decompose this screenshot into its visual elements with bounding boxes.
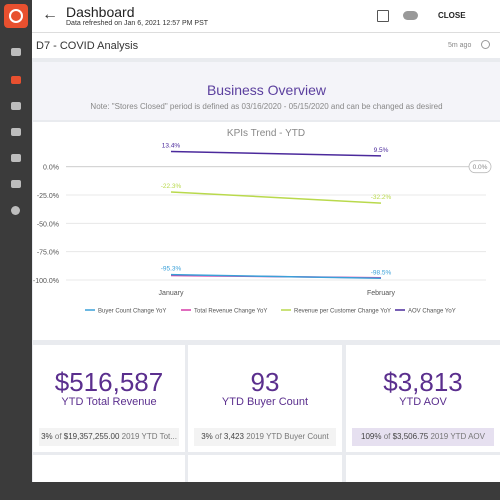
footer-amount: $19,357,255.00 xyxy=(63,432,120,441)
legend-label: Buyer Count Change YoY xyxy=(98,309,166,315)
footer-percent: 3% xyxy=(41,432,53,441)
nav-icon[interactable] xyxy=(11,102,21,110)
overview-panel: Business Overview Note: "Stores Closed" … xyxy=(33,62,500,120)
kpi-footer: 3% of 3,423 2019 YTD Buyer Count xyxy=(194,428,336,446)
chart: KPIs Trend - YTD 0.0% -25.0% -50.0% -75.0% -1… xyxy=(33,122,500,340)
x-tick-label: February xyxy=(367,290,396,297)
footer-rest: 2019 YTD AOV xyxy=(430,432,485,441)
chart-title: KPIs Trend - YTD xyxy=(227,128,305,139)
kpi-card: 93 YTD Buyer Count 3% of 3,423 2019 YTD Bu… xyxy=(188,345,342,452)
logo[interactable] xyxy=(4,4,28,28)
card-placeholder xyxy=(188,455,342,482)
page-title: D7 - COVID Analysis xyxy=(36,40,139,52)
data-label: 13.4% xyxy=(162,142,181,149)
data-label: -32.2% xyxy=(371,194,392,201)
series-line xyxy=(170,273,382,280)
kpi-label: YTD Total Revenue xyxy=(61,396,157,408)
footer-rest: 2019 YTD Buyer Count xyxy=(246,432,329,441)
kpi-footer: 109% of $3,506.75 2019 YTD AOV xyxy=(352,428,494,446)
footer-amount: 3,423 xyxy=(223,432,244,441)
y-tick-label: -75.0% xyxy=(37,250,59,257)
y-tick-label: -50.0% xyxy=(37,221,59,228)
y-tick-label: 0.0% xyxy=(43,165,59,172)
nav-icon[interactable] xyxy=(11,154,21,162)
settings-button[interactable] xyxy=(481,40,490,49)
nav-icon[interactable] xyxy=(11,76,21,84)
cloud-button[interactable] xyxy=(403,11,418,20)
data-label: 9.5% xyxy=(374,147,389,154)
y-tick-label: -100.0% xyxy=(33,278,59,285)
calendar-button[interactable] xyxy=(377,10,389,22)
kpi-label: YTD Buyer Count xyxy=(221,396,309,408)
header: ← Dashboard Data refreshed on Jan 6, 202… xyxy=(32,0,500,33)
kpi-label: YTD AOV xyxy=(399,396,447,408)
legend-label: Revenue per Customer Change YoY xyxy=(294,309,391,315)
kpi-card: $3,813 YTD AOV 109% of $3,506.75 2019 YTD … xyxy=(346,345,500,452)
nav-icon[interactable] xyxy=(11,48,21,56)
sidebar xyxy=(0,0,32,500)
header-subtitle: Data refreshed on Jan 6, 2021 12:57 PM P… xyxy=(66,20,209,27)
page-bar: D7 - COVID Analysis 5m ago xyxy=(32,33,500,58)
updated-time: 5m ago xyxy=(448,42,472,49)
kpi-card: $516,587 YTD Total Revenue 3% of $19,357,2… xyxy=(33,345,185,452)
header-title: Dashboard xyxy=(66,4,135,20)
kpi-value: $3,813 xyxy=(383,367,463,397)
x-tick-label: January xyxy=(159,290,184,297)
card-placeholder xyxy=(33,455,185,482)
nav-icon[interactable] xyxy=(11,128,21,136)
nav-icon[interactable] xyxy=(11,206,20,215)
overview-title: Business Overview xyxy=(206,82,327,98)
footer-amount: $3,506.75 xyxy=(392,432,429,441)
back-button[interactable]: ← xyxy=(42,6,58,23)
legend-label: Total Revenue Change YoY xyxy=(194,309,267,315)
kpi-value: $516,587 xyxy=(54,367,164,397)
footer-percent: 3% xyxy=(201,432,213,441)
footer-of: of xyxy=(54,432,62,441)
y-tick-label: -25.0% xyxy=(37,193,59,200)
kpi-footer: 3% of $19,357,255.00 2019 YTD Tot... xyxy=(39,428,179,446)
card-placeholder xyxy=(346,455,500,482)
footer-bar xyxy=(0,482,500,500)
nav-icon[interactable] xyxy=(11,180,21,188)
series-line xyxy=(170,191,382,204)
data-label: -98.5% xyxy=(371,269,392,276)
overview-note: Note: "Stores Closed" period is defined … xyxy=(90,102,443,111)
footer-of: of xyxy=(215,432,222,441)
reference-label-box xyxy=(468,160,492,174)
footer-percent: 109% xyxy=(361,432,382,441)
kpi-value: 93 xyxy=(250,367,280,397)
legend-label: AOV Change YoY xyxy=(408,309,456,315)
footer-rest: 2019 YTD Tot... xyxy=(121,432,177,441)
footer-of: of xyxy=(383,432,391,441)
close-button[interactable]: CLOSE xyxy=(438,11,466,20)
data-label: -95.3% xyxy=(161,266,182,273)
reference-label: 0.0% xyxy=(473,164,488,171)
series-line xyxy=(170,150,382,157)
data-label: -22.3% xyxy=(161,183,182,190)
